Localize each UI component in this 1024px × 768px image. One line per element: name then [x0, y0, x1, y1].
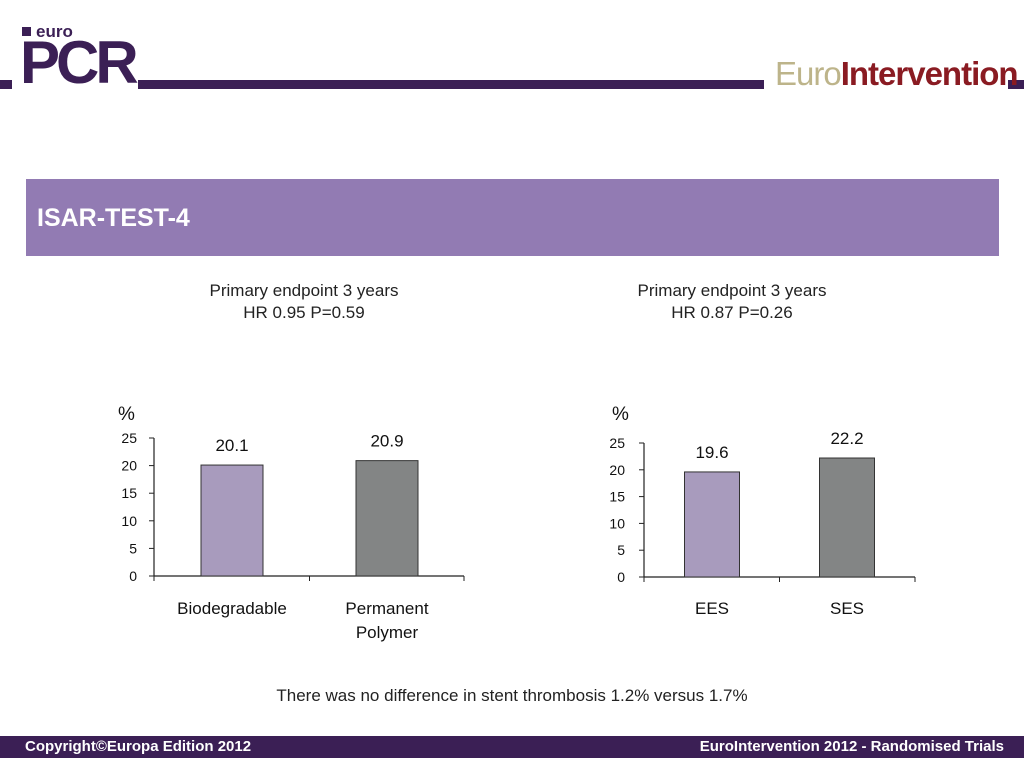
chart1-subtitle: Primary endpoint 3 years HR 0.95 P=0.59 [144, 280, 464, 324]
chart2-ytick-label: 15 [609, 489, 625, 505]
chart1-hr: HR 0.95 P=0.59 [243, 303, 365, 322]
footer-journal: EuroIntervention 2012 - Randomised Trial… [699, 738, 1004, 755]
chart1-category-label: Permanent [345, 599, 428, 618]
chart2-category-label: SES [830, 599, 864, 618]
footnote: There was no difference in stent thrombo… [276, 686, 748, 705]
chart1-ytick-label: 0 [129, 568, 137, 584]
chart1-ytick-label: 10 [121, 513, 137, 529]
chart1-title: Primary endpoint 3 years [209, 281, 399, 300]
chart2-ytick-label: 10 [609, 515, 625, 531]
footer-bar: Copyright©Europa Edition 2012 EuroInterv… [0, 736, 1024, 758]
chart2-hr: HR 0.87 P=0.26 [671, 303, 793, 322]
chart2-title: Primary endpoint 3 years [637, 281, 827, 300]
slide-title: ISAR-TEST-4 [37, 204, 190, 232]
chart2-data-label: 22.2 [830, 429, 863, 448]
chart2-ylabel: % [612, 404, 629, 425]
chart2-data-label: 19.6 [695, 443, 728, 462]
chart2-ytick-label: 5 [617, 542, 625, 558]
brand-part1: Euro [775, 55, 842, 92]
chart1-ytick-label: 25 [121, 430, 137, 446]
brand-part2: Intervention [840, 55, 1019, 92]
chart1-ylabel: % [118, 404, 135, 425]
chart1-bar [200, 464, 264, 577]
header-divider [0, 80, 1024, 89]
chart2-subtitle: Primary endpoint 3 years HR 0.87 P=0.26 [572, 280, 892, 324]
chart2-category-label: EES [695, 599, 729, 618]
chart1-ytick-label: 5 [129, 540, 137, 556]
footer-copyright: Copyright©Europa Edition 2012 [25, 738, 252, 755]
title-band: ISAR-TEST-4 [26, 179, 999, 256]
chart2-ytick-label: 0 [617, 569, 625, 585]
chart2-ytick-label: 20 [609, 462, 625, 478]
chart1-ytick-label: 20 [121, 458, 137, 474]
chart2-bar [684, 471, 740, 578]
chart1-category-label: Biodegradable [177, 599, 287, 618]
logo-pcr: PCR [20, 29, 139, 96]
chart1-ytick-label: 15 [121, 485, 137, 501]
chart1-data-label: 20.1 [215, 436, 248, 455]
chart1-bar [355, 460, 419, 577]
chart2-ytick-label: 25 [609, 435, 625, 451]
logo-euro-small: euro [22, 22, 73, 42]
chart2-bar [819, 457, 875, 578]
eurointervention-logo: EuroIntervention [775, 55, 1019, 93]
chart1-data-label: 20.9 [370, 432, 403, 451]
chart1-category-label: Polymer [356, 623, 419, 642]
